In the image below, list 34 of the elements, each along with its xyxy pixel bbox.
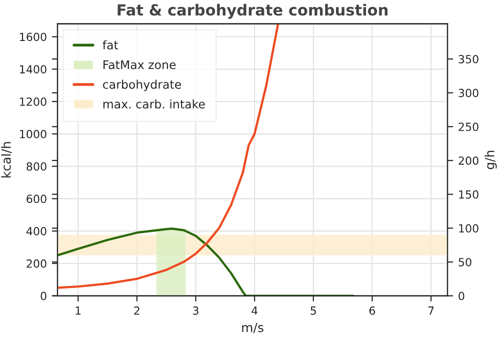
x-tick-label: 2 [134, 306, 140, 315]
y2-tick-label: 50 [458, 258, 472, 266]
x-tick-label: 1 [76, 306, 81, 315]
y-tick-label: 1400 [20, 65, 46, 74]
line-series [58, 24, 280, 289]
y-tick-label: 800 [26, 162, 46, 171]
y-tick-label: 1600 [20, 32, 46, 42]
y2-tick-label: 0 [458, 292, 464, 300]
x-tick-label: 4 [252, 306, 258, 315]
y-tick-label: 0 [40, 292, 46, 300]
y-axis-title: kcal/h [1, 142, 12, 178]
x-tick-label: 3 [193, 306, 198, 315]
x-tick-label: 7 [428, 306, 434, 315]
legend-label: FatMax zone [104, 60, 176, 70]
legend-label: max. carb. intake [103, 99, 205, 109]
legend-label: carbohydrate [103, 80, 181, 92]
y2-tick-label: 200 [458, 156, 478, 165]
y-tick-label: 600 [26, 194, 46, 204]
x-axis-title: m/s [242, 322, 264, 334]
y-tick-label: 400 [26, 227, 46, 236]
y-tick-label: 1000 [20, 130, 46, 138]
y2-tick-label: 150 [459, 190, 478, 199]
x-tick-label: 5 [310, 306, 316, 315]
y-tick-label: 200 [26, 259, 46, 268]
x-tick-label: 6 [369, 306, 376, 315]
y2-tick-label: 350 [458, 54, 478, 64]
y2-tick-label: 300 [458, 88, 478, 98]
y2-axis-title: g/h [484, 150, 497, 170]
line-series [58, 228, 354, 296]
y-tick-label: 1200 [20, 97, 46, 106]
chart-title: Fat & carbohydrate combustion [118, 4, 388, 19]
y2-tick-label: 100 [459, 224, 478, 233]
y2-tick-label: 250 [458, 122, 478, 132]
legend-label: fat [102, 40, 118, 50]
